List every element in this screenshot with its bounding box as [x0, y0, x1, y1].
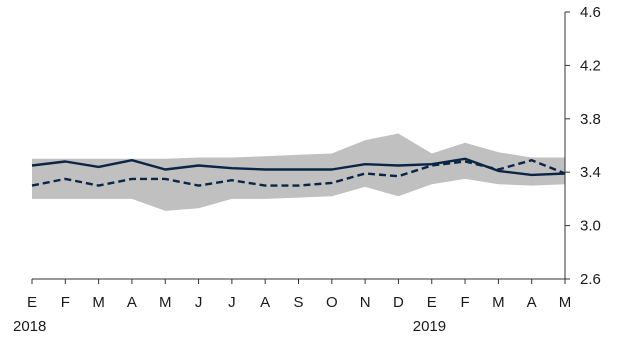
y-tick-label: 4.2 [580, 57, 601, 74]
x-tick-label: M [492, 294, 505, 311]
x-tick-label: D [393, 294, 404, 311]
y-tick-label: 3.4 [580, 164, 601, 181]
x-year-label: 2019 [413, 318, 446, 335]
series-layer [31, 157, 566, 187]
x-tick-label: N [360, 294, 371, 311]
x-tick-label: E [27, 294, 37, 311]
x-tick-label: M [559, 294, 572, 311]
range-band [32, 133, 565, 211]
axis-layer: E F M A M J J A S O N D E F M A M 2018 2019 2.6 3.0 3.4 3.8 4.2… [13, 4, 601, 335]
range-band-layer [32, 133, 565, 211]
x-tick-label: F [61, 294, 70, 311]
x-year-label: 2018 [13, 318, 46, 335]
x-tick-label: E [427, 294, 437, 311]
x-tick-label: M [159, 294, 172, 311]
x-tick-label: M [92, 294, 105, 311]
y-tick-label: 3.0 [580, 218, 601, 235]
x-tick-label: A [127, 294, 137, 311]
x-tick-label: J [195, 294, 203, 311]
series-line-solid [31, 157, 566, 177]
x-tick-label: A [260, 294, 270, 311]
series-line-dashed [31, 158, 566, 187]
x-tick-label: S [293, 294, 303, 311]
x-tick-label: F [460, 294, 469, 311]
x-tick-label: J [228, 294, 236, 311]
x-tick-label: A [527, 294, 537, 311]
x-tick-label: O [326, 294, 338, 311]
y-tick-label: 3.8 [580, 111, 601, 128]
y-tick-label: 4.6 [580, 4, 601, 21]
y-tick-label: 2.6 [580, 271, 601, 288]
